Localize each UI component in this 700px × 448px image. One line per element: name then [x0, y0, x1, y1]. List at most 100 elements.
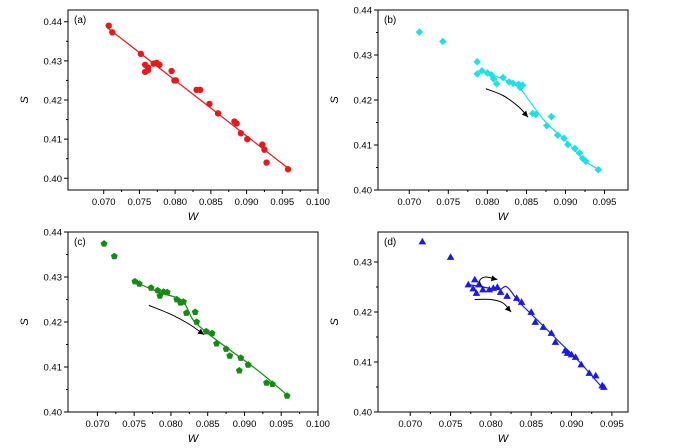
y-tick-label: 0.44 — [44, 228, 63, 239]
data-point — [191, 308, 199, 315]
axes-frame — [67, 231, 319, 413]
trend-arrow — [148, 304, 205, 336]
panel-a: 0.070 0.075 0.080 0.085 0.090 0.095 0.100 0.40 0… — [19, 9, 330, 223]
x-tick-label: 0.085 — [199, 197, 223, 208]
panel-c: 0.070 0.075 0.080 0.085 0.090 0.095 0.100 0.40 0… — [19, 228, 330, 446]
data-point — [578, 154, 587, 163]
data-point — [283, 392, 291, 399]
data-point — [571, 353, 580, 360]
data-point — [261, 146, 268, 153]
data-point — [168, 67, 175, 75]
x-tick-label: 0.075 — [436, 197, 460, 208]
data-point — [479, 285, 487, 293]
x-tick-label: 0.070 — [86, 419, 110, 430]
data-point — [470, 275, 479, 283]
data-point — [147, 284, 155, 291]
fit-curve — [133, 280, 289, 397]
trend-arrow — [485, 88, 529, 118]
y-tick-label: 0.44 — [354, 6, 373, 17]
data-point — [516, 83, 524, 92]
x-tick-label: 0.100 — [306, 419, 330, 430]
data-point — [503, 292, 511, 299]
x-tick-label: 0.085 — [519, 419, 543, 430]
trend-arrow-head — [504, 305, 512, 312]
data-point — [563, 349, 572, 356]
data-point — [109, 29, 116, 36]
panel-d: 0.070 0.075 0.080 0.085 0.090 0.095 0.40 0.41 0.… — [329, 231, 629, 445]
axes-frame — [377, 231, 629, 413]
data-point — [560, 134, 568, 143]
data-point — [492, 80, 501, 88]
y-tick-label: 0.42 — [44, 318, 63, 329]
data-point — [222, 345, 230, 352]
data-point — [553, 131, 562, 139]
x-axis-label: W — [498, 433, 510, 445]
data-point — [237, 354, 245, 361]
data-point — [263, 159, 270, 166]
data-point — [244, 361, 252, 368]
data-point — [499, 73, 507, 82]
data-point — [263, 379, 270, 386]
data-point — [514, 80, 523, 89]
y-tick-label: 0.43 — [354, 258, 373, 269]
y-tick-label: 0.40 — [354, 186, 373, 197]
fit-curve — [468, 283, 605, 390]
data-point — [518, 81, 527, 89]
data-point — [531, 318, 540, 325]
data-point — [567, 350, 576, 358]
data-point — [585, 369, 594, 376]
data-point — [464, 280, 473, 288]
data-point — [269, 380, 276, 387]
data-point — [542, 121, 551, 130]
data-point — [547, 329, 556, 336]
data-point — [213, 340, 220, 347]
x-tick-label: 0.070 — [397, 197, 421, 208]
y-tick-label: 0.42 — [354, 96, 373, 107]
data-point — [512, 294, 521, 301]
trend-arrow-head — [521, 110, 528, 118]
y-tick-label: 0.42 — [44, 96, 63, 107]
trend-arrow-head — [197, 328, 205, 335]
data-point — [493, 283, 502, 290]
x-tick-label: 0.095 — [593, 197, 617, 208]
data-point — [415, 28, 424, 36]
data-point — [202, 327, 210, 335]
axes-frame — [377, 9, 629, 191]
x-tick-label: 0.085 — [196, 419, 220, 430]
data-point — [547, 112, 556, 121]
x-tick-label: 0.095 — [600, 419, 624, 430]
data-point — [180, 298, 187, 305]
data-point — [532, 110, 540, 119]
x-axis-label: W — [188, 433, 200, 445]
data-point — [100, 240, 108, 247]
data-point — [469, 284, 477, 292]
y-tick-label: 0.42 — [354, 308, 373, 319]
data-point — [135, 280, 143, 287]
data-point — [183, 309, 190, 316]
x-tick-label: 0.070 — [398, 419, 422, 430]
panel-label: (a) — [74, 15, 86, 26]
data-point — [594, 165, 603, 174]
data-point — [259, 141, 266, 148]
data-point — [509, 79, 517, 88]
data-point — [105, 22, 112, 29]
panel-label: (b) — [384, 15, 396, 26]
x-tick-label: 0.080 — [475, 197, 499, 208]
data-point — [475, 280, 483, 288]
y-tick-label: 0.41 — [354, 358, 373, 369]
x-tick-label: 0.080 — [479, 419, 503, 430]
loop-arrow-head — [490, 275, 498, 282]
x-tick-label: 0.090 — [554, 197, 578, 208]
data-point — [539, 323, 548, 330]
data-point — [528, 109, 537, 118]
data-point — [571, 144, 579, 153]
data-point — [446, 253, 455, 260]
data-point — [478, 66, 486, 75]
data-point — [473, 70, 482, 78]
x-tick-label: 0.075 — [128, 197, 152, 208]
x-tick-label: 0.080 — [159, 419, 183, 430]
x-tick-label: 0.085 — [515, 197, 539, 208]
x-tick-label: 0.095 — [269, 419, 293, 430]
data-point — [137, 50, 145, 58]
trend-arrow — [474, 298, 512, 313]
